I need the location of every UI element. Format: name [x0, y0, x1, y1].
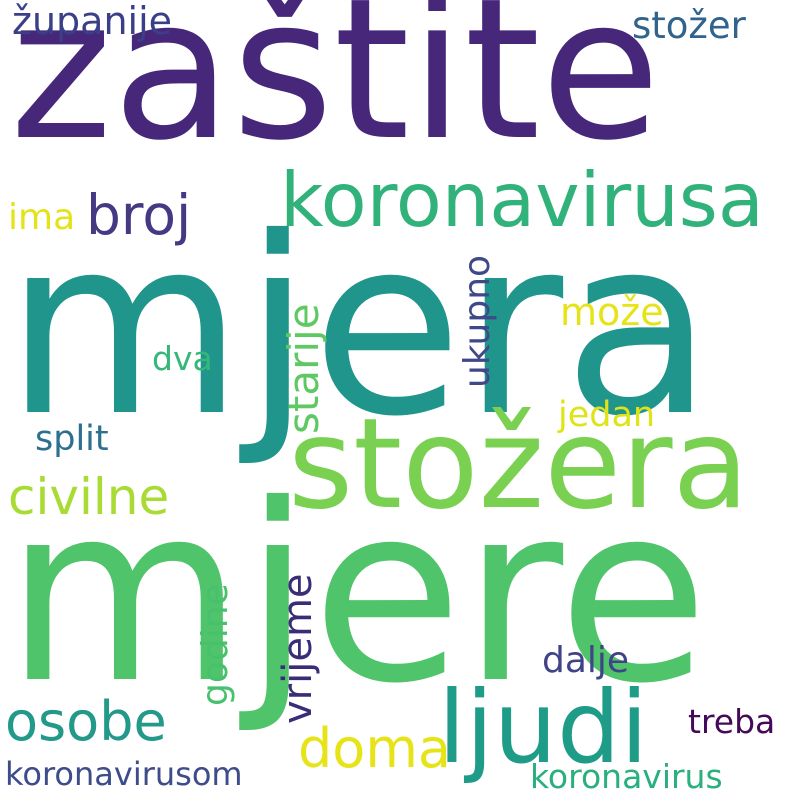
word-jedan: jedan [558, 395, 656, 435]
word-broj: broj [86, 183, 192, 247]
word-civilne: civilne [8, 468, 170, 526]
word-stozera: stožera [288, 392, 750, 537]
word-zupanije: županije [12, 0, 173, 43]
word-dalje: dalje [542, 640, 630, 681]
word-zastite: zaštite [10, 0, 661, 183]
word-mjere: mjere [5, 452, 709, 737]
word-treba: treba [688, 702, 776, 741]
word-moze: može [560, 290, 664, 334]
word-koronavirusa: koronavirusa [280, 156, 764, 244]
word-dva: dva [152, 339, 213, 378]
word-osobe: osobe [5, 690, 167, 753]
word-godine: godine [195, 583, 236, 706]
word-vrijeme: vrijeme [275, 573, 321, 724]
word-starije: starije [279, 303, 328, 434]
word-koronavirusom: koronavirusom [5, 755, 243, 793]
word-ljudi: ljudi [438, 669, 649, 786]
word-split: split [35, 419, 109, 459]
word-ima: ima [8, 197, 76, 238]
word-ukupno: ukupno [457, 254, 498, 388]
word-koronavirus: koronavirus [530, 757, 723, 796]
word-mjera: mjera [5, 185, 714, 470]
word-stozer: stožer [632, 4, 746, 47]
word-doma: doma [298, 717, 452, 780]
